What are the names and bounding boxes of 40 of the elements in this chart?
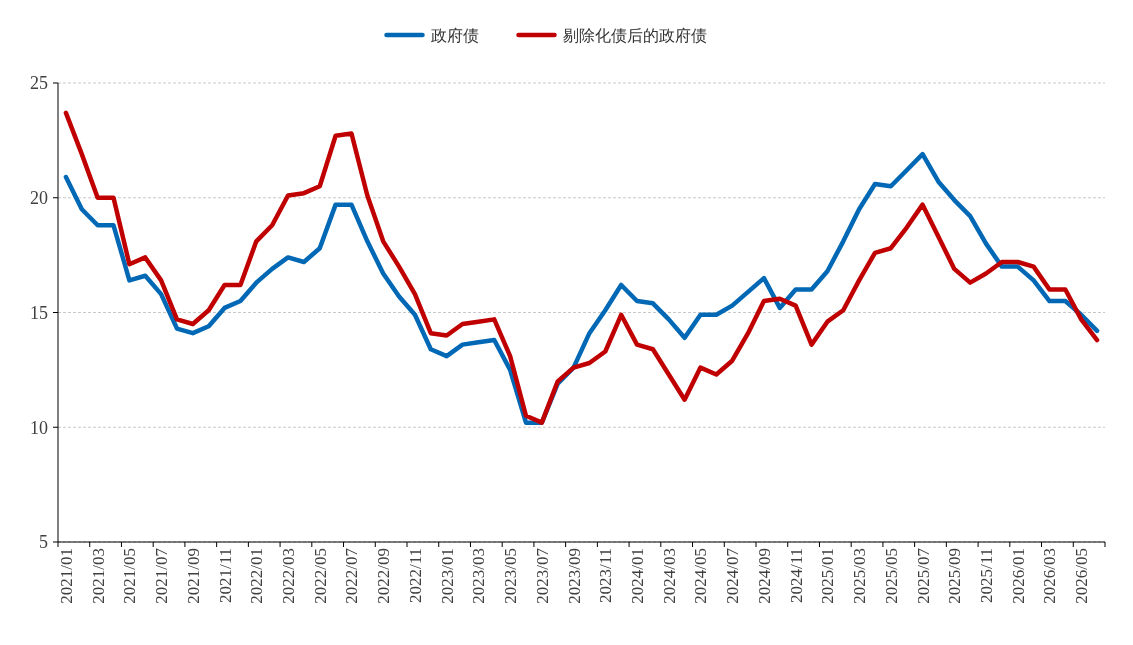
y-tick-label: 10 [30,417,48,438]
x-tick-label: 2024/05 [691,548,711,604]
x-tick-label: 2021/05 [120,548,140,604]
x-tick-label: 2025/01 [818,548,838,604]
x-tick-label: 2023/01 [437,548,457,604]
y-tick-label: 15 [30,302,48,323]
x-tick-label: 2024/07 [723,547,743,604]
x-tick-label: 2024/03 [659,548,679,604]
x-tick-label: 2024/09 [754,548,774,604]
x-tick-label: 2025/05 [881,548,901,604]
x-tick-label: 2021/11 [215,548,235,604]
x-tick-label: 2022/05 [310,548,330,604]
x-tick-label: 2022/11 [405,548,425,604]
x-tick-label: 2023/09 [564,548,584,604]
x-tick-label: 2026/05 [1072,548,1092,604]
x-tick-label: 2024/01 [628,548,648,604]
y-tick-label: 5 [39,532,48,553]
legend-label: 剔除化债后的政府债 [562,25,707,45]
x-tick-label: 2021/09 [183,548,203,604]
y-tick-label: 25 [30,73,48,94]
y-tick-label: 20 [30,188,48,209]
x-tick-label: 2023/11 [596,548,616,604]
x-tick-label: 2023/05 [501,548,521,604]
x-tick-label: 2021/01 [56,548,76,604]
legend-label: 政府债 [430,25,479,45]
x-tick-label: 2025/11 [977,548,997,604]
x-tick-label: 2026/01 [1008,548,1028,604]
x-tick-label: 2023/03 [469,548,489,604]
x-tick-label: 2025/09 [945,548,965,604]
x-tick-label: 2023/07 [532,547,552,604]
x-tick-label: 2022/01 [247,548,267,604]
x-tick-label: 2021/03 [88,548,108,604]
x-tick-label: 2025/03 [850,548,870,604]
x-tick-label: 2025/07 [913,547,933,604]
x-tick-label: 2024/11 [786,548,806,604]
x-tick-label: 2022/03 [279,548,299,604]
x-tick-label: 2021/07 [152,547,172,604]
x-tick-label: 2022/09 [374,548,394,604]
x-tick-label: 2026/03 [1040,548,1060,604]
x-tick-label: 2022/07 [342,547,362,604]
